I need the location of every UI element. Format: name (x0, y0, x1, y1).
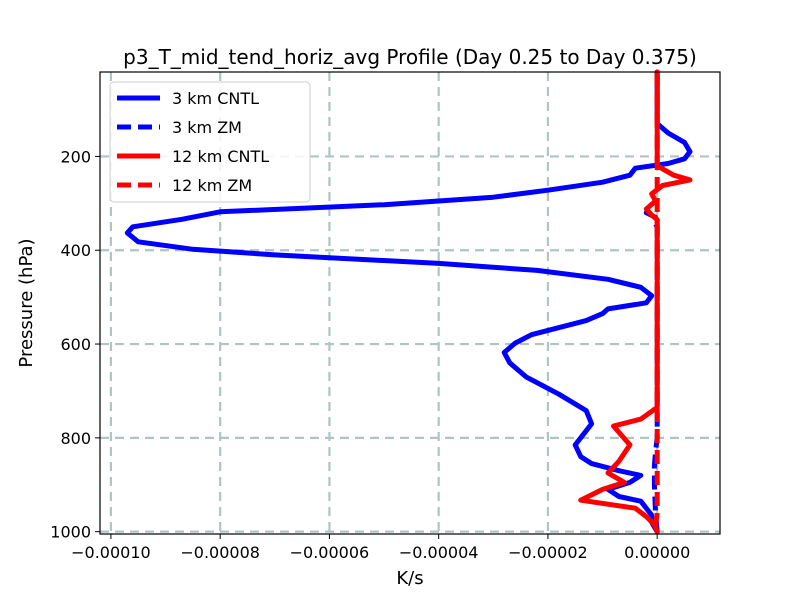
grid (100, 72, 720, 534)
y-tick-label: 1000 (50, 523, 91, 542)
y-tick-label: 400 (60, 241, 91, 260)
x-tick-label: −0.00004 (399, 543, 479, 562)
y-axis-ticks: 200 400 600 800 1000 (50, 147, 100, 542)
series-line-12-km-cntl (578, 69, 693, 535)
chart-title: p3_T_mid_tend_horiz_avg Profile (Day 0.2… (123, 45, 697, 69)
x-tick-label: −0.00010 (71, 543, 151, 562)
legend-label: 12 km ZM (172, 176, 252, 195)
x-tick-label: −0.00008 (180, 543, 260, 562)
series-line-3-km-cntl (124, 69, 693, 535)
y-tick-label: 800 (60, 429, 91, 448)
x-tick-label: −0.00006 (290, 543, 370, 562)
x-tick-label: −0.00002 (508, 543, 588, 562)
x-tick-label: 0.00000 (624, 543, 690, 562)
legend-label: 3 km CNTL (172, 89, 259, 108)
x-axis-label: K/s (396, 568, 423, 589)
legend: 3 km CNTL 3 km ZM 12 km CNTL 12 km ZM (109, 81, 311, 203)
legend-box (109, 81, 311, 203)
plot-frame (99, 71, 721, 535)
y-axis-label: Pressure (hPa) (16, 238, 37, 367)
x-axis-ticks: −0.00010 −0.00008 −0.00006 −0.00004 −0.00002… (71, 534, 690, 562)
y-tick-label: 600 (60, 335, 91, 354)
legend-label: 3 km ZM (172, 118, 242, 137)
legend-label: 12 km CNTL (172, 147, 269, 166)
series-lines (124, 69, 693, 535)
series-line-12-km-zm (653, 72, 660, 535)
y-tick-label: 200 (60, 147, 91, 166)
